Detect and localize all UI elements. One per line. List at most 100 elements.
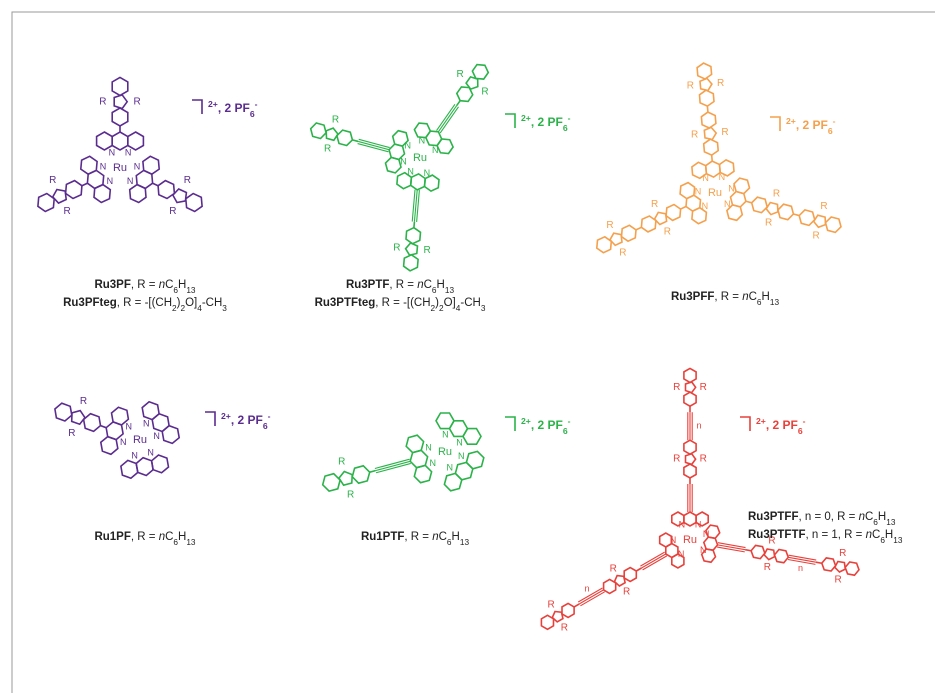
text-segment: 13 (445, 286, 455, 295)
text-segment: , R = -[(CH (375, 297, 430, 309)
atom-label: Ru (113, 162, 127, 174)
atom-label: N (670, 535, 677, 545)
ring (352, 466, 369, 483)
atom-label: R (765, 218, 772, 229)
ring (81, 156, 97, 174)
text-segment: , 2 PF (766, 418, 798, 432)
text-segment: Ru3PTFF (748, 511, 798, 523)
atom-label: R (700, 454, 707, 465)
ring (114, 95, 127, 109)
atom-label: N (407, 167, 414, 177)
complex: RuNNRRNNRRNNRR (311, 65, 515, 271)
atom-label: N (125, 147, 132, 157)
atom-label: R (773, 188, 780, 199)
label: Ru1PF, R = nC6H13 (94, 531, 195, 547)
ring (666, 205, 681, 221)
ring (641, 216, 656, 232)
atom-label: N (424, 168, 431, 178)
text-segment: H (885, 529, 893, 541)
ring (112, 108, 128, 126)
text-segment: Ru3PTFteg (315, 297, 376, 309)
bond (745, 550, 751, 551)
text-segment: 2+ (786, 116, 796, 126)
text-segment: H (178, 531, 186, 543)
text-segment: 13 (886, 518, 896, 527)
atom-label: R (481, 86, 488, 97)
atom-label: R (133, 96, 140, 107)
alkyne-bond (358, 144, 389, 152)
bracket (192, 100, 202, 114)
text-segment: -CH (460, 297, 480, 309)
text-segment: H (178, 279, 186, 291)
atom-label: R (673, 454, 680, 465)
ring (684, 392, 696, 406)
atom-label: R (820, 201, 827, 212)
ring (112, 77, 128, 95)
atom-label: Ru (683, 534, 697, 546)
text-segment: - (568, 416, 571, 426)
text-segment: 13 (460, 538, 470, 547)
label: Ru3PTFteg, R = -[(CH2)2O]4-CH3 (315, 297, 486, 313)
text-segment: C (865, 511, 873, 523)
alkyne-bond (375, 459, 410, 468)
ring (311, 123, 326, 139)
bond (82, 183, 87, 186)
atom-label: N (404, 141, 411, 151)
ring (778, 204, 793, 220)
atom-label: R (717, 78, 724, 89)
bracket (505, 114, 515, 128)
atom-label: N (700, 545, 707, 555)
atom-label: Ru (413, 152, 427, 164)
text-segment: , 2 PF (231, 413, 263, 427)
atom-label: N (679, 519, 686, 529)
text-segment: - (268, 411, 271, 421)
atom-label: N (695, 519, 702, 529)
text-segment: 6 (798, 426, 803, 436)
alkyne-bond (358, 141, 389, 149)
ring (455, 462, 472, 479)
text-segment: Ru3PTF (346, 279, 389, 291)
ring (158, 181, 174, 199)
ring (562, 603, 574, 617)
ring (466, 451, 483, 468)
ring (121, 460, 138, 478)
atom-label: N (703, 529, 710, 539)
ring (684, 464, 696, 478)
atom-label: N (120, 437, 127, 447)
bond (816, 562, 822, 563)
ring (700, 78, 712, 90)
atom-label: R (610, 564, 617, 575)
ring (38, 194, 54, 212)
atom-label: R (687, 81, 694, 92)
text-segment: - (568, 113, 571, 123)
bond (636, 227, 641, 230)
atom-label: R (324, 144, 331, 155)
atom-label: n (798, 563, 803, 573)
bond (707, 106, 708, 112)
ring (337, 130, 353, 145)
text-segment: C (165, 279, 173, 291)
atom-label: Ru (438, 446, 452, 458)
ring (845, 562, 859, 575)
text-segment: , R = (404, 531, 432, 543)
text-segment: Ru3PF (94, 279, 130, 291)
ring (624, 568, 636, 582)
bracket (740, 417, 750, 431)
text-segment: , 2 PF (218, 101, 250, 115)
atom-label: N (127, 176, 134, 186)
complex: RuNNRRnRRNNRRnRRNNRRnRR (541, 368, 859, 633)
text-segment: Ru3PFteg (63, 297, 117, 309)
atom-label: R (664, 227, 671, 238)
atom-label: N (126, 422, 133, 432)
atom-label: R (700, 382, 707, 393)
ring (186, 194, 202, 212)
text-segment: - (833, 116, 836, 126)
alkyne-bond (579, 590, 603, 604)
text-segment: , R = -[(CH (117, 297, 172, 309)
atom-label: R (547, 599, 554, 610)
alkyne-bond (642, 554, 666, 568)
atom-label: N (719, 172, 726, 182)
atom-label: R (424, 245, 431, 256)
atom-label: N (419, 135, 426, 145)
